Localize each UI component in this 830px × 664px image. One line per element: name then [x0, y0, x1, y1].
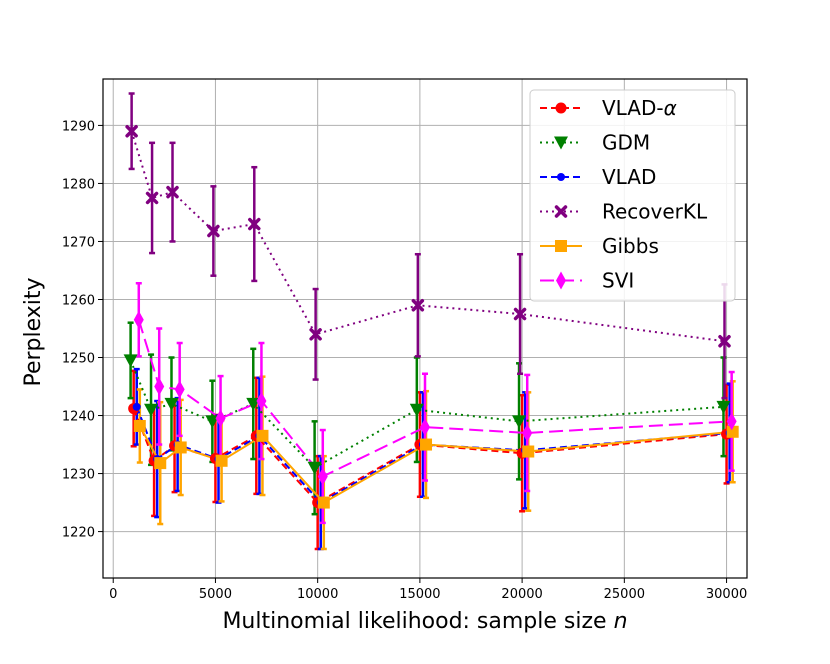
legend-label-gibbs: Gibbs: [602, 234, 659, 258]
data-point-gibbs: [522, 445, 535, 458]
data-point-recoverkl: [125, 124, 138, 138]
y-tick-label: 1240: [62, 410, 95, 425]
x-tick-label: 30000: [706, 587, 747, 602]
data-point-recoverkl: [248, 217, 261, 231]
legend-label-svi: SVI: [602, 269, 634, 293]
data-point-gibbs: [726, 425, 739, 438]
data-point-gibbs: [256, 429, 269, 442]
y-tick-label: 1220: [62, 526, 95, 541]
data-point-gdm: [307, 461, 322, 475]
axis-ticks: 0 5000 10000 15000 20000 25000 30000 1220 1230 12…: [62, 119, 747, 602]
data-point-recoverkl: [309, 328, 322, 341]
data-point-recoverkl: [718, 335, 731, 348]
x-tick-label: 15000: [399, 587, 440, 602]
data-point-gdm: [164, 397, 179, 411]
legend-marker-vlad-: [555, 102, 567, 114]
y-tick-label: 1230: [62, 468, 95, 483]
legend-label-gdm: GDM: [602, 131, 650, 155]
legend: VLAD-α GDM VLAD RecoverKL Gibbs SVI: [529, 89, 736, 302]
data-point-gdm: [123, 354, 138, 368]
y-tick-label: 1260: [62, 293, 95, 308]
data-point-svi: [215, 409, 226, 428]
legend-box: [529, 89, 736, 302]
series-markers: [123, 124, 739, 509]
legend-label-recoverkl: RecoverKL: [602, 200, 708, 224]
x-tick-label: 5000: [199, 587, 232, 602]
y-tick-label: 1290: [62, 119, 95, 134]
data-point-svi: [256, 392, 267, 411]
x-tick-label: 0: [109, 587, 117, 602]
data-point-gdm: [409, 403, 424, 417]
data-point-gibbs: [215, 454, 228, 467]
x-tick-label: 25000: [604, 587, 645, 602]
data-point-recoverkl: [411, 299, 425, 312]
series-line-gibbs: [138, 425, 733, 504]
legend-marker-gdm: [554, 136, 568, 150]
data-point-gdm: [716, 400, 731, 414]
data-point-gibbs: [174, 441, 187, 454]
data-point-recoverkl: [207, 224, 220, 238]
legend-label-vlad: VLAD: [602, 165, 656, 189]
x-axis-label: Multinomial likelihood: sample size n: [222, 609, 627, 634]
data-point-svi: [154, 377, 165, 396]
data-point-gibbs: [317, 496, 330, 509]
data-point-gibbs: [420, 438, 433, 451]
data-point-vlad: [132, 402, 141, 411]
series-line-vlad: [135, 406, 730, 504]
data-point-svi: [522, 423, 533, 442]
y-tick-label: 1250: [62, 352, 95, 367]
y-tick-label: 1280: [62, 177, 95, 192]
legend-marker-recoverkl: [554, 205, 568, 218]
data-point-svi: [317, 467, 328, 486]
y-tick-label: 1270: [62, 235, 95, 250]
legend-label-vlad-: VLAD-α: [602, 96, 677, 120]
plot-frame: [102, 78, 748, 579]
data-point-svi: [726, 412, 737, 431]
data-point-recoverkl: [166, 185, 179, 199]
data-point-recoverkl: [513, 307, 527, 321]
legend-marker-svi: [556, 271, 566, 290]
legend-marker-vlad: [557, 173, 565, 181]
data-point-gdm: [512, 415, 527, 429]
x-tick-label: 10000: [297, 587, 338, 602]
data-point-recoverkl: [145, 191, 159, 205]
data-point-gibbs: [133, 419, 146, 432]
data-point-svi: [133, 310, 144, 329]
legend-marker-gibbs: [555, 240, 567, 252]
data-point-svi: [420, 418, 430, 437]
data-point-svi: [174, 380, 185, 399]
data-point-gdm: [144, 403, 159, 417]
y-axis-label: Perplexity: [21, 277, 46, 386]
x-tick-label: 20000: [501, 587, 542, 602]
data-point-gibbs: [154, 457, 167, 470]
